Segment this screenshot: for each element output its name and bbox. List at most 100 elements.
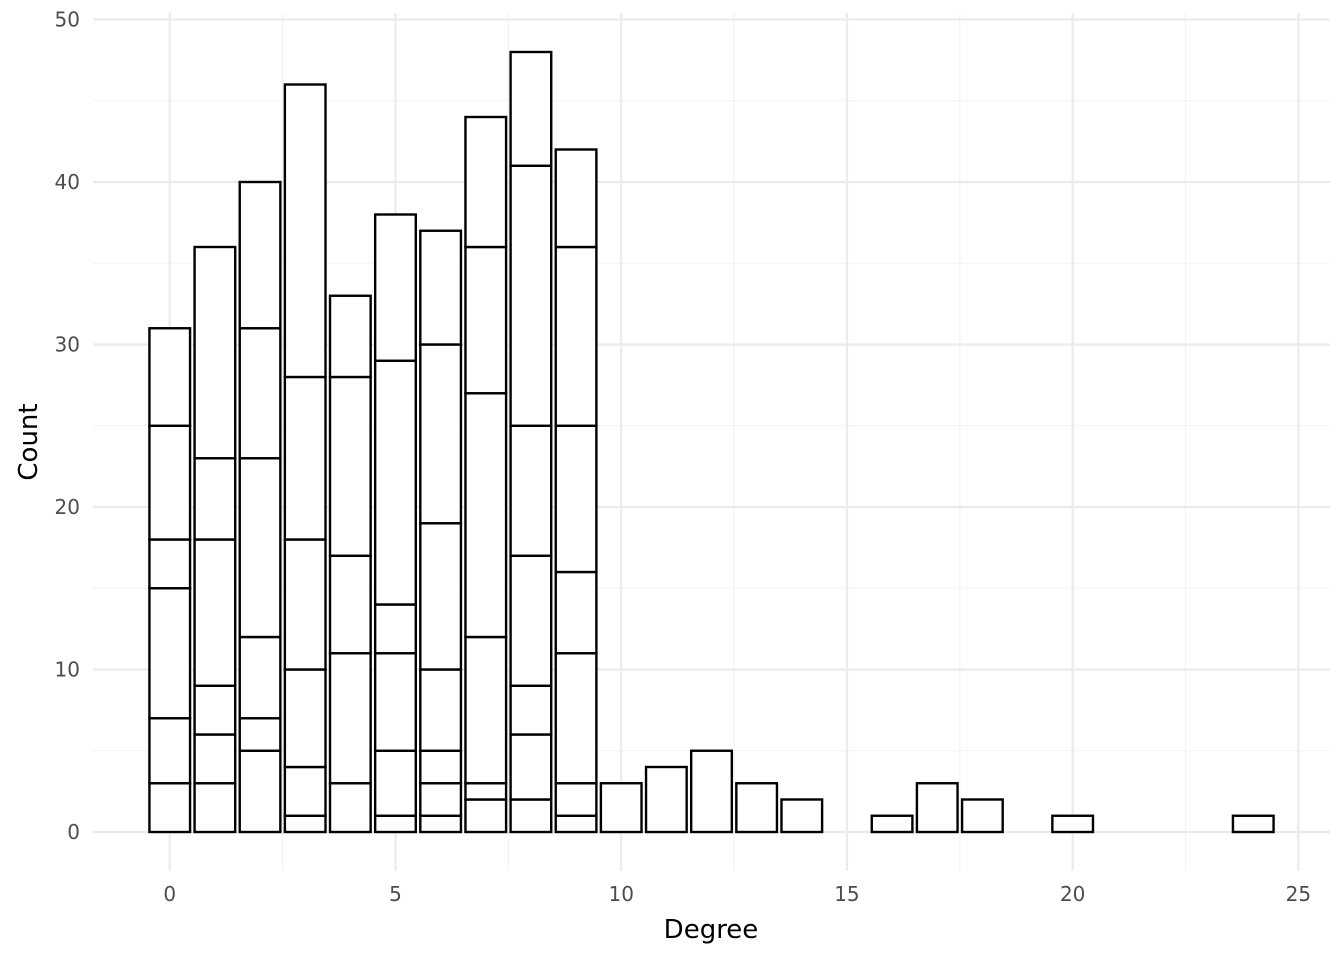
bar-segment [238,327,282,460]
bar-segment [283,668,327,769]
y-tick-label: 20 [55,495,80,519]
bar-stack [238,180,282,834]
bar-segment [554,245,598,427]
bar-segment [193,245,237,460]
bar-segment [283,538,327,671]
bar-segment [419,522,463,671]
bar-segment [373,213,417,362]
bar-stack [373,213,417,834]
bar-segment [283,83,327,379]
bar-segment [554,148,598,249]
bar-stack [599,782,643,834]
bar-segment [960,798,1004,834]
bar-segment [554,814,598,834]
bar-segment [328,652,372,785]
bar-segment [644,765,688,834]
bar-segment [148,327,192,427]
bar-stack [283,83,327,834]
bar-segment [238,635,282,720]
x-axis-title: Degree [664,915,759,945]
bar-segment [419,814,463,834]
bar-segment [509,684,553,736]
bar-stack [419,229,463,834]
bar-stack [735,782,779,834]
bar-segment [373,603,417,655]
bar-segment [148,538,192,590]
bar-segment [419,749,463,785]
bar-segment [509,424,553,557]
bar-stack [870,814,914,834]
y-tick-label: 10 [55,658,80,682]
bar-segment [419,229,463,346]
y-axis-title: Count [14,403,44,480]
bar-stack [509,50,553,834]
x-tick-label: 10 [608,882,633,906]
bar-segment [238,749,282,834]
bar-segment [735,782,779,834]
bar-segment [283,814,327,834]
bar-segment [870,814,914,834]
bar-segment [283,375,327,541]
bar-segment [689,749,734,834]
y-tick-label: 40 [55,170,80,194]
bar-segment [464,245,508,395]
x-tick-label: 5 [389,882,402,906]
bars [148,50,1275,834]
bar-segment [148,424,192,541]
bar-segment [193,782,237,834]
bar-stack [148,327,192,834]
bar-segment [509,798,553,834]
bar-stack [464,115,508,834]
bar-segment [419,782,463,817]
bar-stack [915,782,959,834]
bar-segment [464,798,508,834]
bar-segment [509,733,553,801]
bar-segment [554,424,598,574]
bar-segment [328,554,372,655]
bar-segment [554,652,598,785]
bar-segment [509,164,553,427]
bar-segment [283,765,327,817]
bar-segment [554,570,598,655]
bar-segment [148,717,192,785]
bar-stack [644,765,688,834]
x-tick-label: 20 [1060,882,1085,906]
bar-segment [1051,814,1095,834]
x-tick-label: 25 [1286,882,1311,906]
bar-segment [373,359,417,606]
bar-segment [193,684,237,736]
bar-segment [373,749,417,817]
bar-stack [960,798,1004,834]
bar-segment [373,652,417,752]
x-axis-ticks: 0 5 10 15 20 25 [163,882,1311,906]
bar-segment [419,343,463,525]
bar-stack [1051,814,1095,834]
bar-segment [193,457,237,541]
bar-segment [328,294,372,379]
x-tick-label: 15 [834,882,859,906]
bar-segment [328,782,372,834]
bar-segment [509,50,553,167]
bar-segment [464,115,508,249]
bar-segment [238,717,282,752]
bar-segment [464,392,508,639]
bar-segment [509,554,553,687]
bar-stack [1231,814,1275,834]
bar-segment [419,668,463,752]
bar-stack [780,798,824,834]
bar-segment [464,782,508,801]
y-tick-label: 30 [55,333,80,357]
bar-segment [148,782,192,834]
y-tick-label: 0 [67,820,80,844]
x-tick-label: 0 [163,882,176,906]
y-tick-label: 50 [55,8,80,32]
bar-stack [328,294,372,834]
bar-segment [599,782,643,834]
y-axis-ticks: 0 10 20 30 40 50 [55,8,80,845]
bar-segment [780,798,824,834]
bar-segment [915,782,959,834]
bar-segment [373,814,417,834]
bar-segment [1231,814,1275,834]
bar-segment [328,375,372,557]
